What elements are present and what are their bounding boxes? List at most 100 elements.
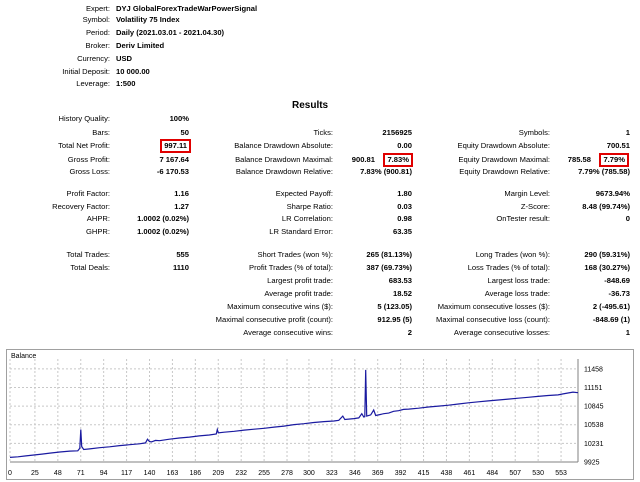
x-tick-label: 300 — [303, 470, 315, 477]
y-tick-label: 10538 — [584, 422, 604, 429]
header-label: Currency: — [77, 54, 110, 63]
stat-label: Equity Drawdown Maximal: — [458, 155, 550, 164]
header-value: 1:500 — [116, 79, 136, 88]
header-value: DYJ GlobalForexTradeWarPowerSignal — [116, 4, 258, 13]
stat-value: 1 — [625, 128, 630, 137]
stat-label: Margin Level: — [504, 189, 550, 198]
balance-series-line — [9, 369, 579, 458]
stat-label: AHPR: — [86, 214, 110, 223]
stat-value: 2156925 — [382, 128, 412, 137]
stat-value: 912.95 (5) — [377, 315, 412, 324]
stat-label: Loss Trades (% of total): — [467, 263, 550, 272]
stat-value: 18.52 — [392, 289, 412, 298]
stat-value: 683.53 — [388, 276, 412, 285]
stat-value: -6 170.53 — [156, 167, 189, 176]
total-net-profit-value: 997.11 — [160, 139, 191, 153]
stat-label: Long Trades (won %): — [475, 250, 550, 259]
stat-label: Largest loss trade: — [487, 276, 550, 285]
x-tick-label: 71 — [77, 470, 85, 477]
x-tick-label: 278 — [281, 470, 293, 477]
stat-label: OnTester result: — [496, 214, 550, 223]
header-label: Leverage: — [76, 79, 110, 88]
stat-value: 2 (-495.61) — [592, 302, 630, 311]
stat-value: 1110 — [172, 263, 189, 272]
stat-value: 1 — [625, 328, 630, 337]
x-tick-label: 163 — [167, 470, 179, 477]
stat-value: 555 — [176, 250, 189, 259]
stat-value: 0 — [625, 214, 630, 223]
x-tick-label: 507 — [509, 470, 521, 477]
stat-value: 1.0002 (0.02%) — [137, 214, 189, 223]
stat-label: Maximal consecutive loss (count): — [436, 315, 550, 324]
x-tick-label: 48 — [54, 470, 62, 477]
stat-value: 9673.94% — [595, 189, 630, 198]
stat-value: 700.51 — [606, 141, 630, 150]
stat-label: Z-Score: — [520, 202, 550, 211]
stat-value: 7.83% (900.81) — [360, 167, 412, 176]
stat-label: Average consecutive losses: — [453, 328, 550, 337]
header-value: Volatility 75 Index — [116, 15, 180, 24]
stat-label: Average loss trade: — [484, 289, 550, 298]
stat-label: Bars: — [92, 128, 110, 137]
chart-frame — [6, 349, 634, 480]
x-tick-label: 94 — [100, 470, 108, 477]
stat-value: 265 (81.13%) — [366, 250, 412, 259]
chart-title: Balance — [11, 353, 36, 360]
stat-label: Sharpe Ratio: — [286, 202, 333, 211]
stat-label: Gross Profit: — [67, 155, 110, 164]
y-tick-label: 10231 — [584, 441, 604, 448]
x-tick-label: 369 — [372, 470, 384, 477]
header-value: USD — [116, 54, 133, 63]
stat-value: 0.98 — [397, 214, 412, 223]
x-tick-label: 346 — [349, 470, 361, 477]
equity-drawdown-maximal-percent: 7.79% — [599, 153, 629, 167]
x-tick-label: 186 — [190, 470, 202, 477]
x-tick-label: 209 — [212, 470, 224, 477]
stat-value: 0.00 — [397, 141, 412, 150]
balance-chart: Balance 9925 10231 10538 10845 11151 11458 0 25 4… — [6, 349, 634, 480]
stat-label: Balance Drawdown Absolute: — [234, 141, 333, 150]
stat-label: Balance Drawdown Maximal: — [235, 155, 333, 164]
stat-label: Largest profit trade: — [267, 276, 333, 285]
stat-value: 785.58 — [567, 155, 591, 164]
x-tick-label: 553 — [555, 470, 567, 477]
stat-label: Symbols: — [518, 128, 550, 137]
stat-value: 1.80 — [397, 189, 412, 198]
header-label: Broker: — [85, 41, 110, 50]
stat-label: Expected Payoff: — [275, 189, 333, 198]
x-tick-label: 140 — [144, 470, 156, 477]
stat-label: Maximum consecutive losses ($): — [437, 302, 550, 311]
stat-label: Ticks: — [313, 128, 333, 137]
stat-value: -848.69 — [604, 276, 630, 285]
stat-value: 168 (30.27%) — [584, 263, 630, 272]
stat-label: Total Trades: — [66, 250, 110, 259]
stat-value: 100% — [169, 114, 189, 123]
y-tick-label: 11458 — [584, 366, 603, 373]
stat-label: Balance Drawdown Relative: — [235, 167, 333, 176]
stat-value: 2 — [407, 328, 412, 337]
x-tick-label: 484 — [486, 470, 498, 477]
y-tick-label: 10845 — [584, 404, 604, 411]
x-tick-label: 0 — [8, 470, 12, 477]
x-tick-label: 392 — [395, 470, 407, 477]
stat-value: 50 — [180, 128, 189, 137]
stat-label: Average consecutive wins: — [243, 328, 333, 337]
stat-label: Recovery Factor: — [52, 202, 110, 211]
stat-value: -848.69 (1) — [592, 315, 630, 324]
stat-value: 7 167.64 — [159, 155, 189, 164]
stat-label: Maximal consecutive profit (count): — [215, 315, 333, 324]
x-tick-label: 117 — [121, 470, 132, 477]
header-label: Expert: — [85, 4, 110, 13]
header-value: Daily (2021.03.01 - 2021.04.30) — [116, 28, 225, 37]
header-value: 10 000.00 — [116, 67, 150, 76]
stat-label: Gross Loss: — [69, 167, 110, 176]
stat-value: 5 (123.05) — [377, 302, 412, 311]
stat-label: Maximum consecutive wins ($): — [227, 302, 333, 311]
header-label: Symbol: — [82, 15, 110, 24]
x-tick-label: 255 — [258, 470, 270, 477]
stat-label: History Quality: — [58, 114, 110, 123]
stat-label: Total Net Profit: — [58, 141, 110, 150]
y-tick-label: 9925 — [584, 460, 600, 467]
stat-value: 900.81 — [351, 155, 375, 164]
x-tick-label: 25 — [31, 470, 39, 477]
